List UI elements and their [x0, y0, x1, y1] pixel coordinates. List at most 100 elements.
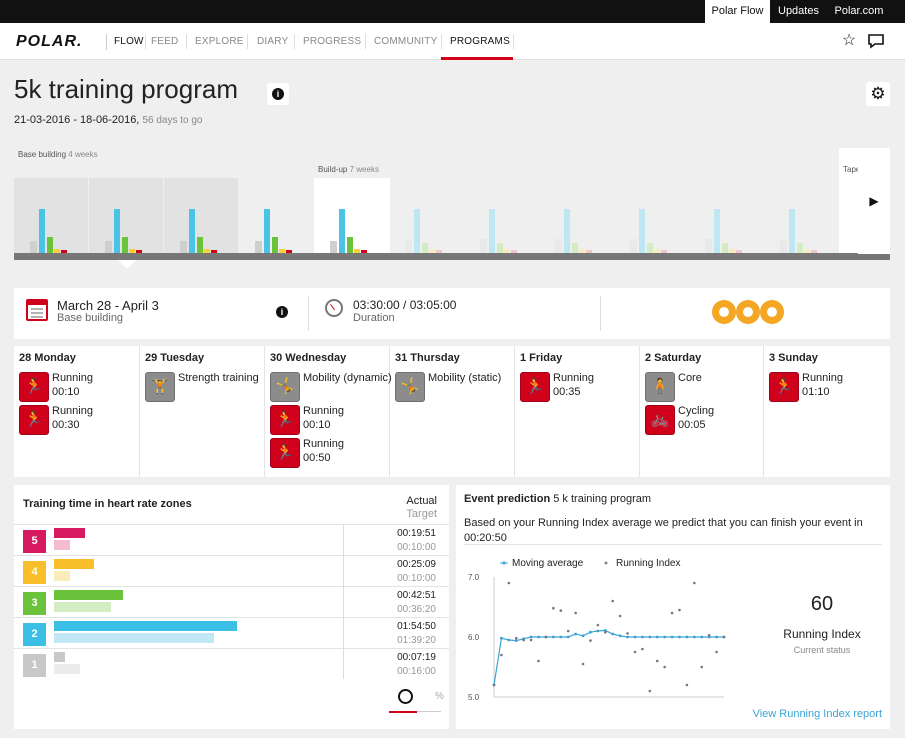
- nav-divider: [365, 34, 366, 49]
- timeline-week[interactable]: [14, 178, 88, 260]
- duration-label: Duration: [353, 312, 395, 324]
- summary-divider: [308, 296, 309, 331]
- activity-name: Cycling: [678, 405, 715, 417]
- zones-title: Training time in heart rate zones: [23, 498, 192, 510]
- nav-item-programs[interactable]: PROGRAMS: [450, 36, 510, 47]
- moving-average-point: [707, 635, 711, 639]
- info-icon[interactable]: i: [276, 306, 288, 318]
- zone-target-time: 00:10:00: [397, 573, 436, 584]
- week-days: 28 Monday 🏃 Running 00:10 🏃 Running 00:30 29 Tu…: [14, 346, 890, 477]
- running-icon: 🏃: [270, 405, 300, 435]
- star-icon[interactable]: ☆: [841, 32, 857, 49]
- zone-actual-time: 00:25:09: [397, 559, 436, 570]
- week-bar: [811, 250, 817, 253]
- message-icon[interactable]: [867, 32, 885, 50]
- timeline-week[interactable]: [89, 178, 163, 260]
- week-bar: [129, 249, 135, 253]
- timeline-week[interactable]: [539, 178, 613, 260]
- zone-target-time: 01:39:20: [397, 635, 436, 646]
- rating-star-icon: [760, 300, 784, 324]
- event-prediction-text: Based on your Running Index average we p…: [464, 517, 863, 544]
- timeline-week[interactable]: [314, 178, 388, 260]
- week-bar: [429, 249, 435, 253]
- week-bar: [714, 209, 720, 253]
- moving-average-point: [574, 632, 578, 636]
- week-bar: [361, 250, 367, 253]
- week-bar: [61, 250, 67, 253]
- percent-tab[interactable]: %: [435, 691, 444, 702]
- zone-number: 5: [23, 530, 46, 553]
- day-column: 30 Wednesday 🤸 Mobility (dynamic) 🏃 Running 0…: [265, 346, 392, 477]
- topbar-link-polar-com[interactable]: Polar.com: [834, 5, 884, 17]
- nav-item-flow[interactable]: FLOW: [114, 36, 144, 47]
- polar-logo[interactable]: POLAR.: [16, 33, 83, 50]
- moving-average-point: [670, 635, 674, 639]
- day-column: 3 Sunday 🏃 Running 01:10: [764, 346, 890, 477]
- view-running-index-link[interactable]: View Running Index report: [752, 708, 882, 720]
- week-bar: [586, 250, 592, 253]
- moving-average-point: [692, 635, 696, 639]
- activity-name: Running: [52, 405, 93, 417]
- running-index-point: [626, 632, 629, 635]
- rating-star-icon: [736, 300, 760, 324]
- day-column: 28 Monday 🏃 Running 00:10 🏃 Running 00:30: [14, 346, 140, 477]
- timeline-week[interactable]: [164, 178, 238, 260]
- week-bar: [347, 237, 353, 253]
- nav-item-diary[interactable]: DIARY: [257, 36, 289, 47]
- timeline-baseline: [14, 253, 890, 260]
- moving-average-point: [685, 635, 689, 639]
- moving-average-point: [589, 630, 592, 634]
- zone-actual-bar: [54, 590, 123, 600]
- topbar-link-updates[interactable]: Updates: [778, 5, 819, 17]
- phase-name: Build-up: [318, 165, 348, 174]
- day-header: 1 Friday: [520, 352, 563, 364]
- timeline-week[interactable]: [239, 178, 313, 260]
- timeline-week[interactable]: [764, 178, 838, 260]
- timeline-week[interactable]: [689, 178, 763, 260]
- nav-active-indicator: [441, 57, 513, 60]
- stopwatch-icon: [325, 299, 343, 317]
- nav-item-feed[interactable]: FEED: [151, 36, 179, 47]
- timeline-week[interactable]: [464, 178, 538, 260]
- settings-button[interactable]: ⚙: [866, 82, 890, 106]
- week-bar: [122, 237, 128, 253]
- event-program: 5 k training program: [553, 493, 652, 505]
- nav-divider: [186, 34, 187, 49]
- heart-rate-zones-panel: Training time in heart rate zones Actual…: [14, 485, 449, 729]
- running-index-point: [552, 606, 555, 610]
- mobility-icon: 🤸: [270, 372, 300, 402]
- phase-label-build-up: Build-up 7 weeks: [318, 165, 379, 174]
- y-tick-label: 7.0: [468, 573, 480, 582]
- event-divider: [464, 544, 882, 545]
- moving-average-point: [566, 635, 570, 639]
- running-icon: 🏃: [270, 438, 300, 468]
- timeline-next-button[interactable]: ▶: [858, 148, 890, 254]
- moving-average-point: [581, 634, 585, 638]
- running-index-point: [559, 609, 563, 612]
- nav-item-community[interactable]: COMMUNITY: [374, 36, 438, 47]
- program-dates: 21-03-2016 - 18-06-2016, 56 days to go: [14, 114, 202, 126]
- zone-row: 5 00:19:51 00:10:00: [14, 524, 449, 555]
- day-header: 2 Saturday: [645, 352, 702, 364]
- y-tick-label: 6.0: [468, 633, 480, 642]
- zone-target-bar: [54, 540, 70, 550]
- moving-average-line: [493, 629, 724, 686]
- nav-divider: [513, 34, 514, 49]
- week-bar: [489, 209, 495, 253]
- stopwatch-icon[interactable]: [398, 689, 413, 704]
- program-info-button[interactable]: i: [267, 83, 289, 105]
- nav-item-explore[interactable]: EXPLORE: [195, 36, 244, 47]
- timeline-week[interactable]: [614, 178, 688, 260]
- week-bar: [422, 243, 428, 253]
- moving-average-point: [618, 634, 622, 638]
- zone-number: 4: [23, 561, 46, 584]
- running-index-point: [633, 650, 637, 654]
- topbar-link-polar-flow[interactable]: Polar Flow: [705, 0, 770, 23]
- zone-target-bar: [54, 571, 70, 581]
- nav-item-progress[interactable]: PROGRESS: [303, 36, 362, 47]
- timeline-week[interactable]: [389, 178, 463, 260]
- zone-target-time: 00:16:00: [397, 666, 436, 677]
- page-title: 5k training program: [14, 74, 238, 104]
- running-index-point: [574, 611, 577, 615]
- week-bar: [511, 250, 517, 253]
